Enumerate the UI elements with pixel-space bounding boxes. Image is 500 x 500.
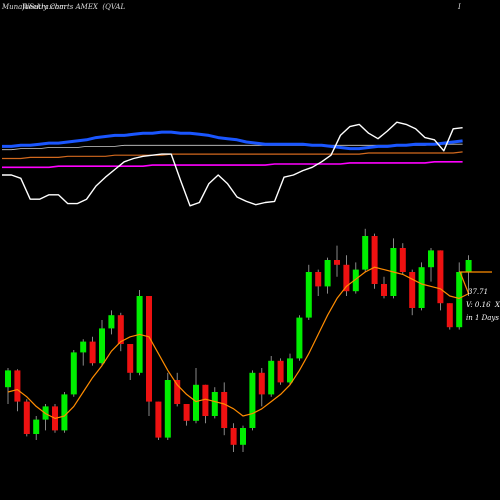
candle-down	[127, 344, 134, 373]
candle-up	[268, 360, 275, 395]
candle-up	[33, 419, 40, 434]
price-projection-line	[459, 271, 492, 294]
header-left-text: MunafaSutra.com	[2, 3, 66, 11]
candle-up	[193, 384, 199, 421]
price-sma-line	[7, 266, 469, 419]
candle-down	[23, 401, 30, 434]
candle-up	[287, 358, 293, 383]
candle-down	[258, 372, 265, 395]
candle-up	[418, 267, 425, 308]
info-price: 37.71	[468, 288, 489, 296]
info-x: X	[494, 301, 500, 309]
candle-down	[202, 384, 209, 416]
candle-up	[164, 380, 171, 438]
candle-up	[5, 370, 11, 388]
info-volume: V: 0.16	[466, 301, 491, 309]
info-volume-row: V: 0.16 X	[466, 301, 500, 309]
candle-down	[315, 272, 322, 287]
candle-down	[437, 250, 444, 304]
candle-down	[89, 341, 96, 364]
indicator-blue-line	[2, 130, 463, 151]
candle-down	[409, 272, 416, 308]
candle-up	[61, 394, 68, 431]
candle-down	[381, 284, 387, 296]
candle-down	[146, 296, 152, 402]
candle-down	[399, 248, 406, 272]
candle-down	[174, 380, 181, 404]
candle-down	[343, 264, 350, 292]
candle-down	[230, 428, 237, 445]
candle-down	[14, 370, 21, 402]
candle-down	[117, 315, 124, 344]
candle-down	[221, 392, 228, 428]
candle-down	[446, 303, 453, 328]
indicator-magenta-line	[2, 161, 463, 169]
header-brand-text: Weekly Charts	[22, 3, 74, 11]
candle-up	[352, 269, 359, 292]
candle-down	[334, 260, 340, 265]
candle-up	[305, 272, 312, 318]
indicator-white-line	[2, 121, 463, 207]
candle-up	[428, 250, 434, 268]
candle-down	[277, 360, 284, 383]
candle-up	[249, 372, 256, 428]
candle-up	[70, 352, 77, 395]
header-exchange: AMEX	[75, 3, 98, 11]
indicator-orange-line	[2, 151, 463, 160]
candle-up	[465, 260, 472, 272]
candle-up	[108, 315, 115, 329]
info-period: in 1 Days	[466, 314, 499, 322]
candle-down	[155, 401, 162, 438]
candle-up	[324, 260, 331, 287]
candle-up	[362, 236, 369, 270]
header-right: I	[458, 3, 461, 11]
candle-down	[371, 236, 378, 284]
header-right-text: I	[458, 3, 461, 11]
candle-up	[296, 317, 303, 359]
candle-up	[80, 341, 87, 353]
candle-up	[240, 428, 246, 445]
candle-up	[456, 272, 463, 328]
candle-up	[211, 392, 218, 416]
candle-up	[99, 328, 105, 364]
header-brand: Weekly Charts AMEX (QVAL	[22, 3, 125, 11]
candle-down	[183, 404, 190, 421]
header-symbol: (QVAL	[102, 3, 126, 11]
header-site: MunafaSutra.com	[2, 3, 66, 11]
